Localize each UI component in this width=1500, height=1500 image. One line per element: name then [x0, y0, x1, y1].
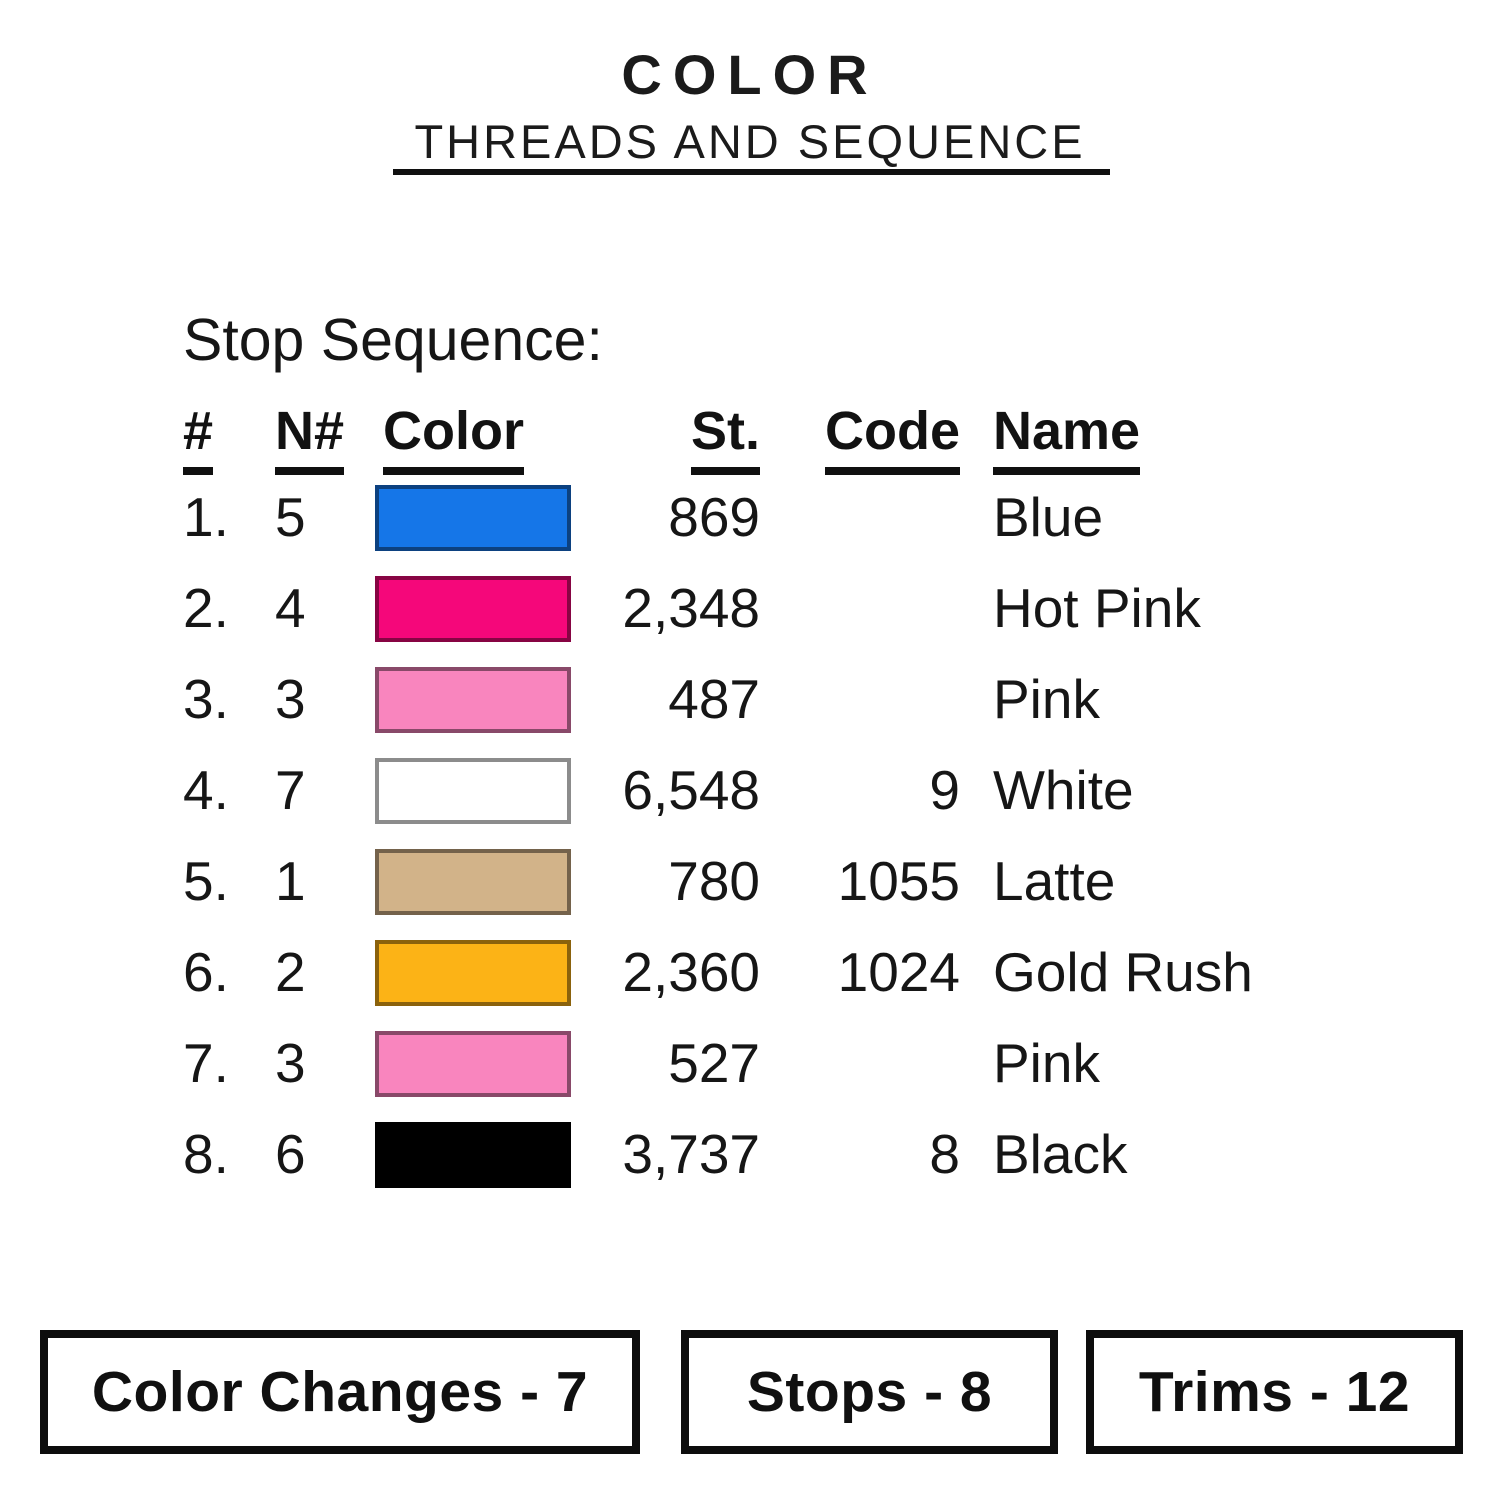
table-header-row: # N# Color St. Code Name — [0, 398, 1500, 476]
stitch-count: 527 — [668, 1032, 760, 1094]
row-number: 4. — [183, 759, 229, 821]
row-number: 1. — [183, 486, 229, 548]
thread-name: Hot Pink — [993, 577, 1201, 639]
thread-name: Latte — [993, 850, 1116, 912]
needle-number: 7 — [275, 759, 306, 821]
table-row: 7. 3 527 Pink — [0, 1018, 1500, 1109]
table-row: 4. 7 6,548 9 White — [0, 745, 1500, 836]
needle-number: 6 — [275, 1123, 306, 1185]
header-index: # — [183, 398, 275, 476]
stitch-count: 869 — [668, 486, 760, 548]
table-row: 5. 1 780 1055 Latte — [0, 836, 1500, 927]
color-swatch — [375, 576, 571, 642]
row-number: 6. — [183, 941, 229, 1003]
stitch-count: 6,548 — [622, 759, 760, 821]
needle-number: 5 — [275, 486, 306, 548]
thread-code: 8 — [929, 1123, 960, 1185]
needle-number: 4 — [275, 577, 306, 639]
row-number: 8. — [183, 1123, 229, 1185]
row-number: 2. — [183, 577, 229, 639]
thread-name: White — [993, 759, 1134, 821]
header-code: Code — [775, 398, 960, 476]
thread-name: Pink — [993, 668, 1100, 730]
stitch-count: 2,348 — [622, 577, 760, 639]
thread-name: Gold Rush — [993, 941, 1253, 1003]
trims-box: Trims - 12 — [1086, 1330, 1463, 1454]
page-subtitle: THREADS AND SEQUENCE — [414, 115, 1086, 168]
needle-number: 1 — [275, 850, 306, 912]
thread-name: Blue — [993, 486, 1104, 548]
row-number: 7. — [183, 1032, 229, 1094]
table-row: 8. 6 3,737 8 Black — [0, 1109, 1500, 1200]
stop-sequence-heading: Stop Sequence: — [183, 307, 603, 373]
stitch-count: 780 — [668, 850, 760, 912]
title-underline — [393, 169, 1110, 175]
needle-number: 3 — [275, 668, 306, 730]
thread-code: 9 — [929, 759, 960, 821]
thread-code: 1055 — [837, 850, 960, 912]
needle-number: 3 — [275, 1032, 306, 1094]
color-swatch — [375, 1122, 571, 1188]
stitch-count: 3,737 — [622, 1123, 760, 1185]
header-needle: N# — [275, 398, 371, 476]
header-color: Color — [383, 398, 578, 476]
color-swatch — [375, 849, 571, 915]
stitch-count: 2,360 — [622, 941, 760, 1003]
color-swatch — [375, 667, 571, 733]
table-row: 1. 5 869 Blue — [0, 472, 1500, 563]
row-number: 3. — [183, 668, 229, 730]
thread-name: Black — [993, 1123, 1128, 1185]
color-swatch — [375, 940, 571, 1006]
needle-number: 2 — [275, 941, 306, 1003]
table-row: 6. 2 2,360 1024 Gold Rush — [0, 927, 1500, 1018]
page-title: COLOR — [621, 43, 879, 106]
stitch-count: 487 — [668, 668, 760, 730]
thread-code: 1024 — [837, 941, 960, 1003]
table-row: 3. 3 487 Pink — [0, 654, 1500, 745]
stops-box: Stops - 8 — [681, 1330, 1058, 1454]
color-changes-box: Color Changes - 7 — [40, 1330, 640, 1454]
header-stitches: St. — [555, 398, 760, 476]
header-name: Name — [993, 398, 1423, 476]
color-swatch — [375, 758, 571, 824]
thread-name: Pink — [993, 1032, 1100, 1094]
color-swatch — [375, 485, 571, 551]
color-swatch — [375, 1031, 571, 1097]
table-row: 2. 4 2,348 Hot Pink — [0, 563, 1500, 654]
row-number: 5. — [183, 850, 229, 912]
